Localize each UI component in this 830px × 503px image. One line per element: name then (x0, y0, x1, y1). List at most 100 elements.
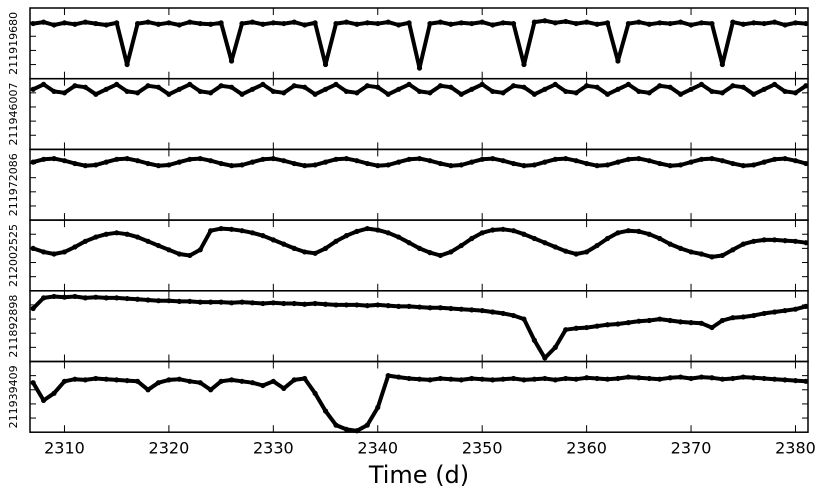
data-point (291, 245, 297, 251)
data-point (448, 163, 454, 169)
data-point (531, 337, 537, 343)
data-point (291, 19, 297, 25)
data-point (312, 250, 318, 256)
data-point (646, 317, 652, 324)
data-point (427, 377, 433, 383)
data-point (782, 307, 788, 314)
data-point (103, 86, 109, 92)
data-point (396, 159, 402, 165)
data-point (792, 306, 799, 312)
data-point (510, 83, 517, 89)
x-tick-label: 2310 (44, 439, 85, 458)
data-point (208, 158, 214, 164)
data-point (145, 297, 151, 303)
data-point (500, 158, 506, 164)
data-point (82, 19, 88, 25)
data-point (187, 252, 193, 259)
data-point (312, 300, 318, 307)
data-point (322, 245, 329, 251)
y-axis-label: 211892898 (7, 295, 20, 358)
data-point (375, 227, 381, 233)
data-point (803, 240, 809, 246)
data-point (646, 158, 652, 164)
data-point (479, 230, 485, 236)
data-point (218, 83, 224, 89)
data-point (40, 397, 47, 403)
data-point (322, 301, 329, 307)
data-point (134, 378, 141, 384)
data-point (792, 377, 799, 384)
data-point (552, 20, 558, 26)
data-point (490, 227, 496, 233)
data-point (281, 300, 287, 307)
data-point (792, 158, 799, 164)
data-point (145, 83, 151, 89)
data-point (176, 22, 182, 28)
data-point (72, 83, 78, 89)
data-point (114, 230, 120, 236)
data-point (103, 295, 109, 301)
data-point (458, 306, 464, 312)
data-point (709, 155, 715, 162)
data-point (93, 375, 99, 382)
data-point (584, 324, 590, 331)
data-point (281, 158, 287, 164)
data-point (448, 84, 454, 90)
data-point (385, 373, 391, 379)
data-point (646, 90, 652, 96)
data-point (500, 20, 506, 26)
data-point (719, 317, 725, 324)
data-point (396, 86, 402, 92)
data-point (782, 377, 788, 383)
data-point (124, 88, 130, 95)
data-point (30, 245, 36, 251)
data-point (479, 19, 485, 25)
data-point (782, 22, 788, 28)
data-point (719, 90, 725, 96)
data-point (187, 298, 193, 305)
x-tick-label: 2330 (253, 439, 294, 458)
data-point (469, 159, 475, 165)
data-point (792, 20, 799, 26)
data-point (218, 299, 224, 305)
data-point (291, 377, 297, 383)
data-point (155, 380, 162, 386)
data-point (270, 237, 276, 243)
data-point (688, 22, 694, 28)
data-point (677, 374, 684, 380)
data-point (312, 390, 318, 396)
data-point (646, 375, 652, 382)
data-point (364, 160, 370, 167)
data-point (176, 251, 182, 257)
data-point (719, 376, 725, 382)
data-point (51, 390, 57, 396)
data-point (51, 251, 57, 257)
data-point (302, 375, 308, 382)
data-point (155, 163, 162, 169)
data-point (114, 295, 120, 301)
data-point (490, 377, 496, 383)
data-point (260, 156, 266, 162)
data-point (709, 324, 715, 331)
data-point (72, 376, 78, 382)
data-point (437, 252, 444, 259)
data-point (396, 374, 402, 380)
data-point (93, 91, 99, 97)
x-tick-label: 2370 (671, 439, 712, 458)
data-point (218, 225, 224, 232)
data-point (594, 21, 600, 27)
x-tick-label: 2320 (149, 439, 190, 458)
data-point (416, 155, 423, 162)
data-point (208, 228, 214, 234)
data-point (364, 83, 370, 89)
data-point (584, 160, 590, 167)
y-axis-label: 212002525 (7, 224, 20, 287)
data-point (677, 91, 684, 97)
data-point (615, 58, 621, 64)
data-point (615, 321, 621, 327)
data-point (490, 22, 496, 28)
data-point (51, 88, 57, 95)
data-point (270, 378, 276, 384)
data-point (103, 376, 109, 382)
data-point (396, 303, 402, 309)
